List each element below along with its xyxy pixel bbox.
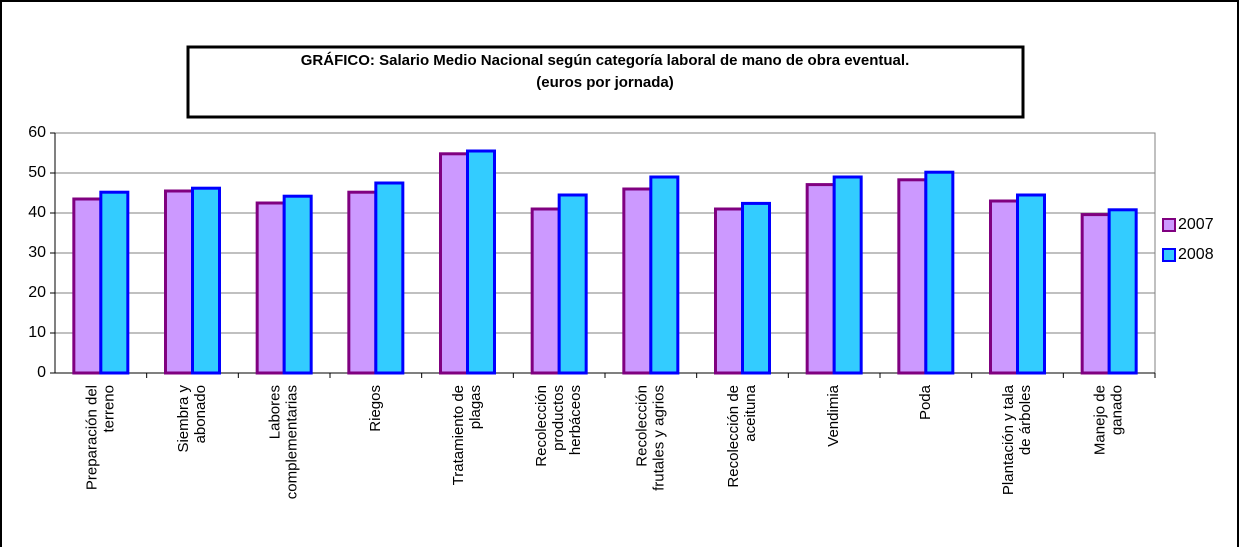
- bar: [255, 201, 286, 375]
- bar: [897, 178, 928, 375]
- x-tick-label: Riegos: [367, 385, 384, 432]
- y-tick-label: 20: [28, 284, 46, 301]
- bar: [164, 189, 194, 375]
- x-tick-label: Laborescomplementarias: [267, 385, 301, 499]
- x-tick-group: Preparación delterreno: [83, 385, 117, 490]
- bar: [282, 194, 313, 375]
- bar: [805, 183, 836, 375]
- bar: [530, 207, 561, 375]
- x-tick-group: Tratamiento deplagas: [450, 385, 484, 485]
- x-tick-group: Vendimia: [825, 384, 842, 446]
- x-tick-label: Manejo deganado: [1092, 385, 1126, 455]
- bar: [1080, 213, 1111, 375]
- bar: [557, 193, 588, 375]
- bar: [1016, 193, 1046, 375]
- x-tick-label: Plantación y talade árboles: [1000, 384, 1034, 495]
- bar: [741, 201, 771, 375]
- x-tick-group: Recolecciónproductosherbáceos: [533, 385, 584, 467]
- x-tick-group: Riegos: [367, 385, 384, 432]
- title-box: [186, 45, 1025, 119]
- x-tick-label: Preparación delterreno: [83, 385, 117, 490]
- bar: [347, 190, 378, 375]
- bar: [924, 170, 955, 375]
- legend-swatch: [1162, 218, 1176, 232]
- bar: [439, 152, 469, 375]
- x-tick-label: Tratamiento deplagas: [450, 385, 484, 485]
- x-tick-label: Recolecciónproductosherbáceos: [533, 385, 584, 467]
- bar: [72, 197, 103, 375]
- y-tick-label: 0: [37, 364, 46, 381]
- bar: [622, 187, 653, 375]
- x-tick-label: Recolecciónfrutales y agrios: [633, 385, 667, 491]
- y-tick-label: 10: [28, 324, 46, 341]
- bar: [191, 186, 221, 375]
- x-tick-label: Poda: [917, 384, 934, 420]
- legend-swatch: [1162, 248, 1176, 262]
- legend-label: 2008: [1178, 246, 1214, 263]
- x-tick-group: Poda: [917, 384, 934, 420]
- bar: [649, 175, 680, 375]
- x-tick-label: Vendimia: [825, 384, 842, 446]
- x-tick-group: Manejo deganado: [1092, 385, 1126, 455]
- y-tick-label: 40: [28, 204, 46, 221]
- bar: [374, 181, 405, 375]
- bar: [714, 207, 744, 375]
- x-tick-group: Recolecciónfrutales y agrios: [633, 385, 667, 491]
- bar: [1107, 208, 1138, 375]
- x-tick-group: Laborescomplementarias: [267, 385, 301, 499]
- y-tick-label: 50: [28, 164, 46, 181]
- y-tick-label: 30: [28, 244, 46, 261]
- legend-label: 2007: [1178, 216, 1214, 233]
- chart-title: GRÁFICO: Salario Medio Nacional según ca…: [301, 52, 909, 91]
- bar: [989, 199, 1019, 375]
- x-tick-label: Siembra yabonado: [175, 385, 209, 453]
- x-tick-group: Siembra yabonado: [175, 385, 209, 453]
- x-tick-group: Plantación y talade árboles: [1000, 384, 1034, 495]
- x-tick-label: Recolección deaceituna: [725, 384, 759, 487]
- y-tick-label: 60: [28, 124, 46, 141]
- bar: [466, 149, 496, 375]
- x-tick-group: Recolección deaceituna: [725, 384, 759, 487]
- bar: [99, 190, 130, 375]
- bar: [832, 175, 863, 375]
